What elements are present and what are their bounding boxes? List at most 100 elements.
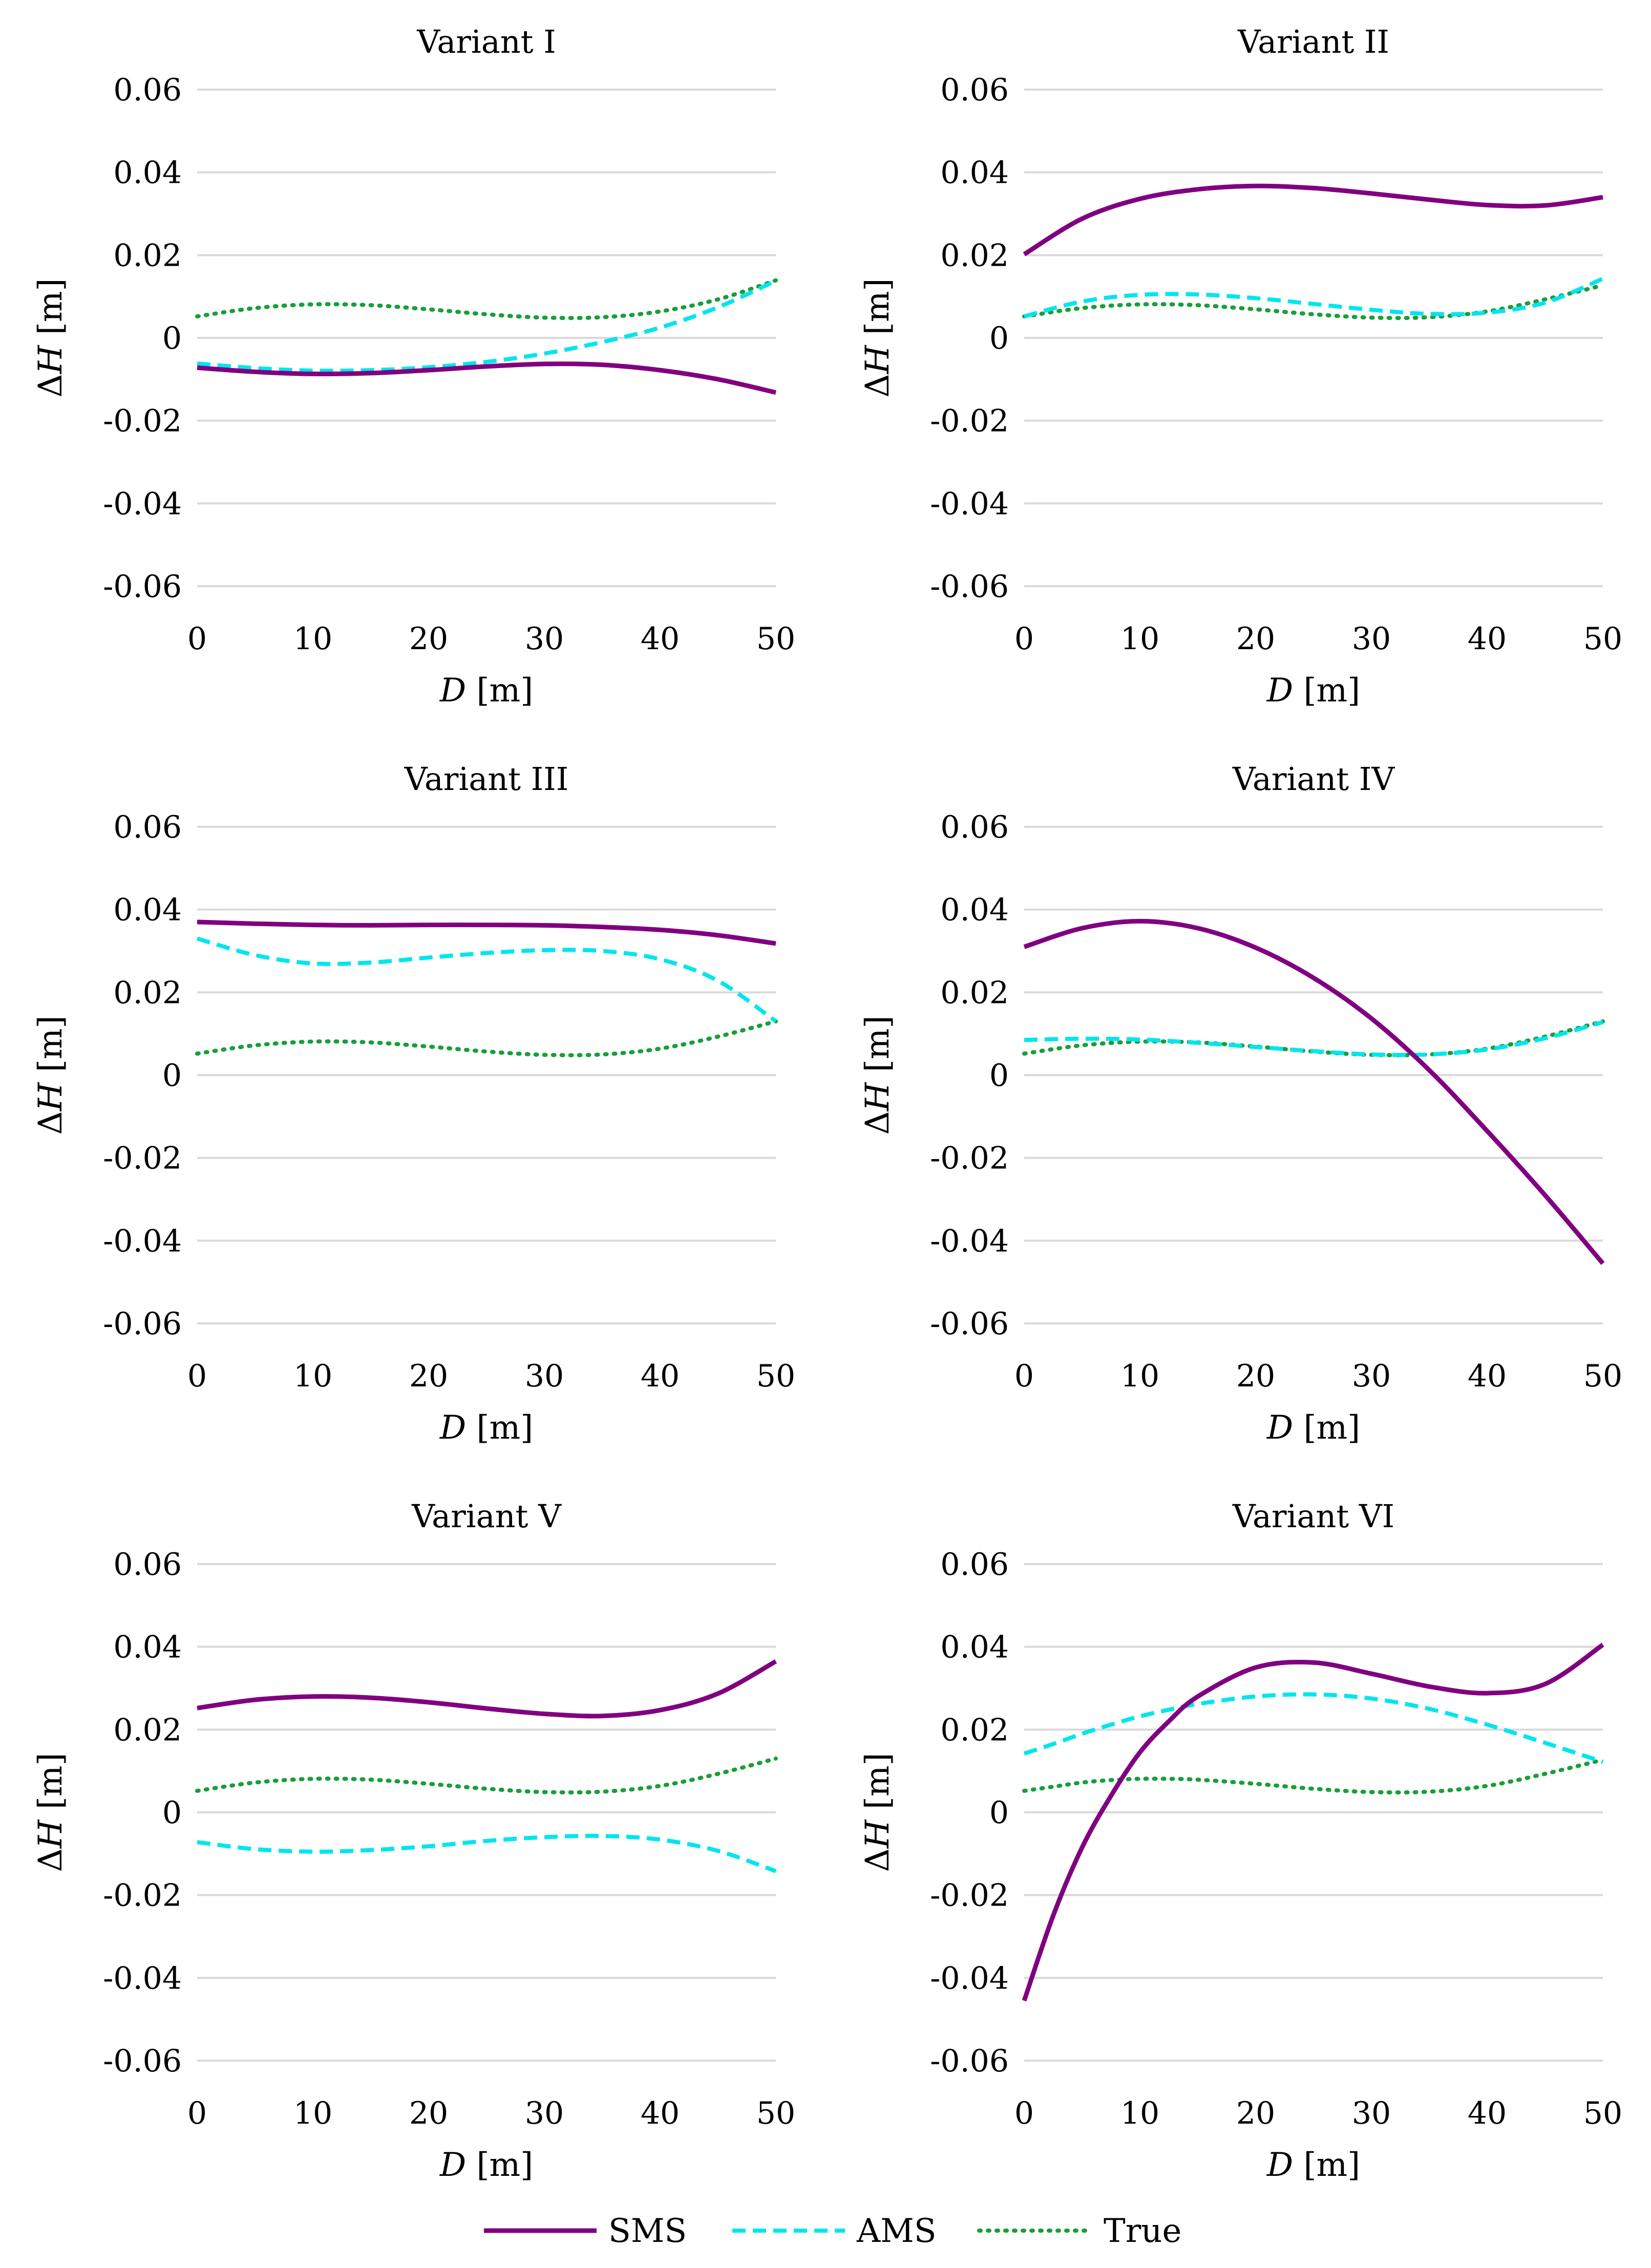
series-line-ams: [1023, 276, 1604, 318]
y-tick-label: -0.04: [103, 486, 182, 522]
y-tick-label: 0.06: [113, 1547, 182, 1582]
y-axis-prefix: Δ: [32, 1111, 70, 1135]
y-tick-label: 0.02: [940, 975, 1009, 1011]
series-line-ams: [196, 936, 777, 1023]
chart-panel-1: Variant I0.060.040.020-0.02-0.04-0.060 10…: [32, 23, 795, 710]
y-tick-label: -0.02: [930, 403, 1009, 439]
x-tick-label: 10: [1120, 1358, 1159, 1394]
legend: SMS AMS True: [484, 2212, 1181, 2250]
legend-label-sms: SMS: [608, 2212, 687, 2250]
y-tick-label: -0.04: [930, 1960, 1009, 1996]
x-axis-unit: [m]: [466, 1409, 533, 1447]
series-line-sms: [197, 919, 776, 946]
y-tick-label: 0.04: [940, 1630, 1009, 1665]
y-axis-unit: [m]: [32, 1753, 70, 1820]
legend-label-true: True: [1104, 2212, 1181, 2250]
y-tick-label: -0.02: [103, 1141, 182, 1176]
y-axis-variable: H: [859, 1082, 897, 1111]
x-tick-label: 50: [756, 2095, 795, 2131]
x-tick-label: 0: [187, 2095, 207, 2131]
y-axis-variable: H: [859, 1819, 897, 1849]
series-line-true: [1022, 1758, 1605, 1795]
x-axis-label: D [m]: [1266, 1409, 1360, 1447]
series-line-ams: [197, 1833, 777, 1873]
y-axis-variable: H: [32, 1819, 70, 1849]
series-line-sms: [197, 1659, 777, 1719]
x-tick-label: 0: [1014, 1358, 1034, 1394]
y-axis-unit: [m]: [859, 1753, 897, 1820]
series-line-sms: [1023, 183, 1603, 256]
y-tick-label: 0.04: [113, 1630, 182, 1665]
y-tick-label: 0.06: [113, 809, 182, 845]
chart-title: Variant VI: [1232, 1497, 1394, 1535]
y-axis-unit: [m]: [859, 1016, 897, 1083]
x-tick-label: 10: [1120, 2095, 1159, 2131]
x-tick-label: 30: [525, 621, 564, 657]
y-tick-label: 0.04: [940, 155, 1009, 191]
chart-panel-3: Variant III0.060.040.020-0.02-0.04-0.060…: [32, 760, 795, 1447]
x-tick-label: 50: [756, 1358, 795, 1394]
series-line-true: [195, 1756, 778, 1795]
chart-title: Variant V: [411, 1497, 562, 1535]
y-tick-label: 0: [162, 1795, 182, 1831]
y-axis-variable: H: [32, 345, 70, 374]
x-axis-label: D [m]: [439, 1409, 533, 1447]
x-axis-variable: D: [1266, 1409, 1293, 1447]
y-tick-label: 0.06: [940, 72, 1009, 108]
x-tick-label: 10: [293, 2095, 332, 2131]
x-axis-unit: [m]: [1293, 672, 1360, 710]
x-tick-label: 50: [1583, 2095, 1622, 2131]
series-line-sms: [1023, 918, 1605, 1265]
x-tick-label: 50: [1583, 621, 1622, 657]
x-tick-label: 30: [525, 1358, 564, 1394]
x-tick-label: 10: [1120, 621, 1159, 657]
x-axis-variable: D: [439, 1409, 466, 1447]
y-tick-label: -0.06: [103, 2043, 182, 2079]
y-tick-label: -0.04: [930, 486, 1009, 522]
x-tick-label: 20: [409, 1358, 448, 1394]
y-tick-label: -0.06: [930, 2043, 1009, 2079]
y-tick-label: 0.04: [113, 155, 182, 191]
x-axis-unit: [m]: [466, 2146, 533, 2184]
chart-title: Variant II: [1237, 23, 1389, 60]
y-axis-variable: H: [859, 345, 897, 374]
x-tick-label: 30: [1352, 621, 1391, 657]
x-axis-label: D [m]: [1266, 672, 1360, 710]
x-tick-label: 10: [293, 1358, 332, 1394]
x-axis-unit: [m]: [466, 672, 533, 710]
y-tick-label: 0.02: [113, 975, 182, 1011]
y-tick-label: -0.04: [103, 1223, 182, 1259]
y-tick-label: -0.06: [930, 1306, 1009, 1342]
x-axis-label: D [m]: [1266, 2146, 1360, 2184]
y-tick-label: 0: [989, 320, 1009, 356]
x-axis-variable: D: [439, 672, 466, 710]
y-tick-label: -0.04: [103, 1960, 182, 1996]
x-tick-label: 30: [1352, 1358, 1391, 1394]
y-tick-label: 0: [162, 1058, 182, 1094]
legend-label-ams: AMS: [856, 2212, 937, 2250]
y-tick-label: -0.06: [103, 1306, 182, 1342]
y-tick-label: -0.02: [930, 1878, 1009, 1914]
y-axis-unit: [m]: [32, 1016, 70, 1083]
x-tick-label: 0: [187, 621, 207, 657]
y-axis-label: ΔH [m]: [859, 279, 897, 398]
x-tick-label: 20: [1236, 1358, 1275, 1394]
chart-title: Variant I: [416, 23, 556, 60]
x-tick-label: 30: [1352, 2095, 1391, 2131]
y-axis-label: ΔH [m]: [859, 1753, 897, 1872]
x-tick-label: 20: [1236, 2095, 1275, 2131]
series-line-true: [195, 278, 778, 320]
y-axis-label: ΔH [m]: [32, 1016, 70, 1135]
x-axis-label: D [m]: [439, 672, 533, 710]
y-tick-label: 0.06: [940, 809, 1009, 845]
x-axis-variable: D: [1266, 672, 1293, 710]
x-tick-label: 0: [1014, 2095, 1034, 2131]
x-tick-label: 20: [1236, 621, 1275, 657]
x-tick-label: 40: [1468, 2095, 1507, 2131]
y-tick-label: -0.02: [930, 1141, 1009, 1176]
y-tick-label: 0.02: [113, 1712, 182, 1748]
y-tick-label: 0.02: [113, 238, 182, 273]
chart-title: Variant IV: [1232, 760, 1395, 798]
x-tick-label: 20: [409, 621, 448, 657]
y-tick-label: 0: [989, 1058, 1009, 1094]
